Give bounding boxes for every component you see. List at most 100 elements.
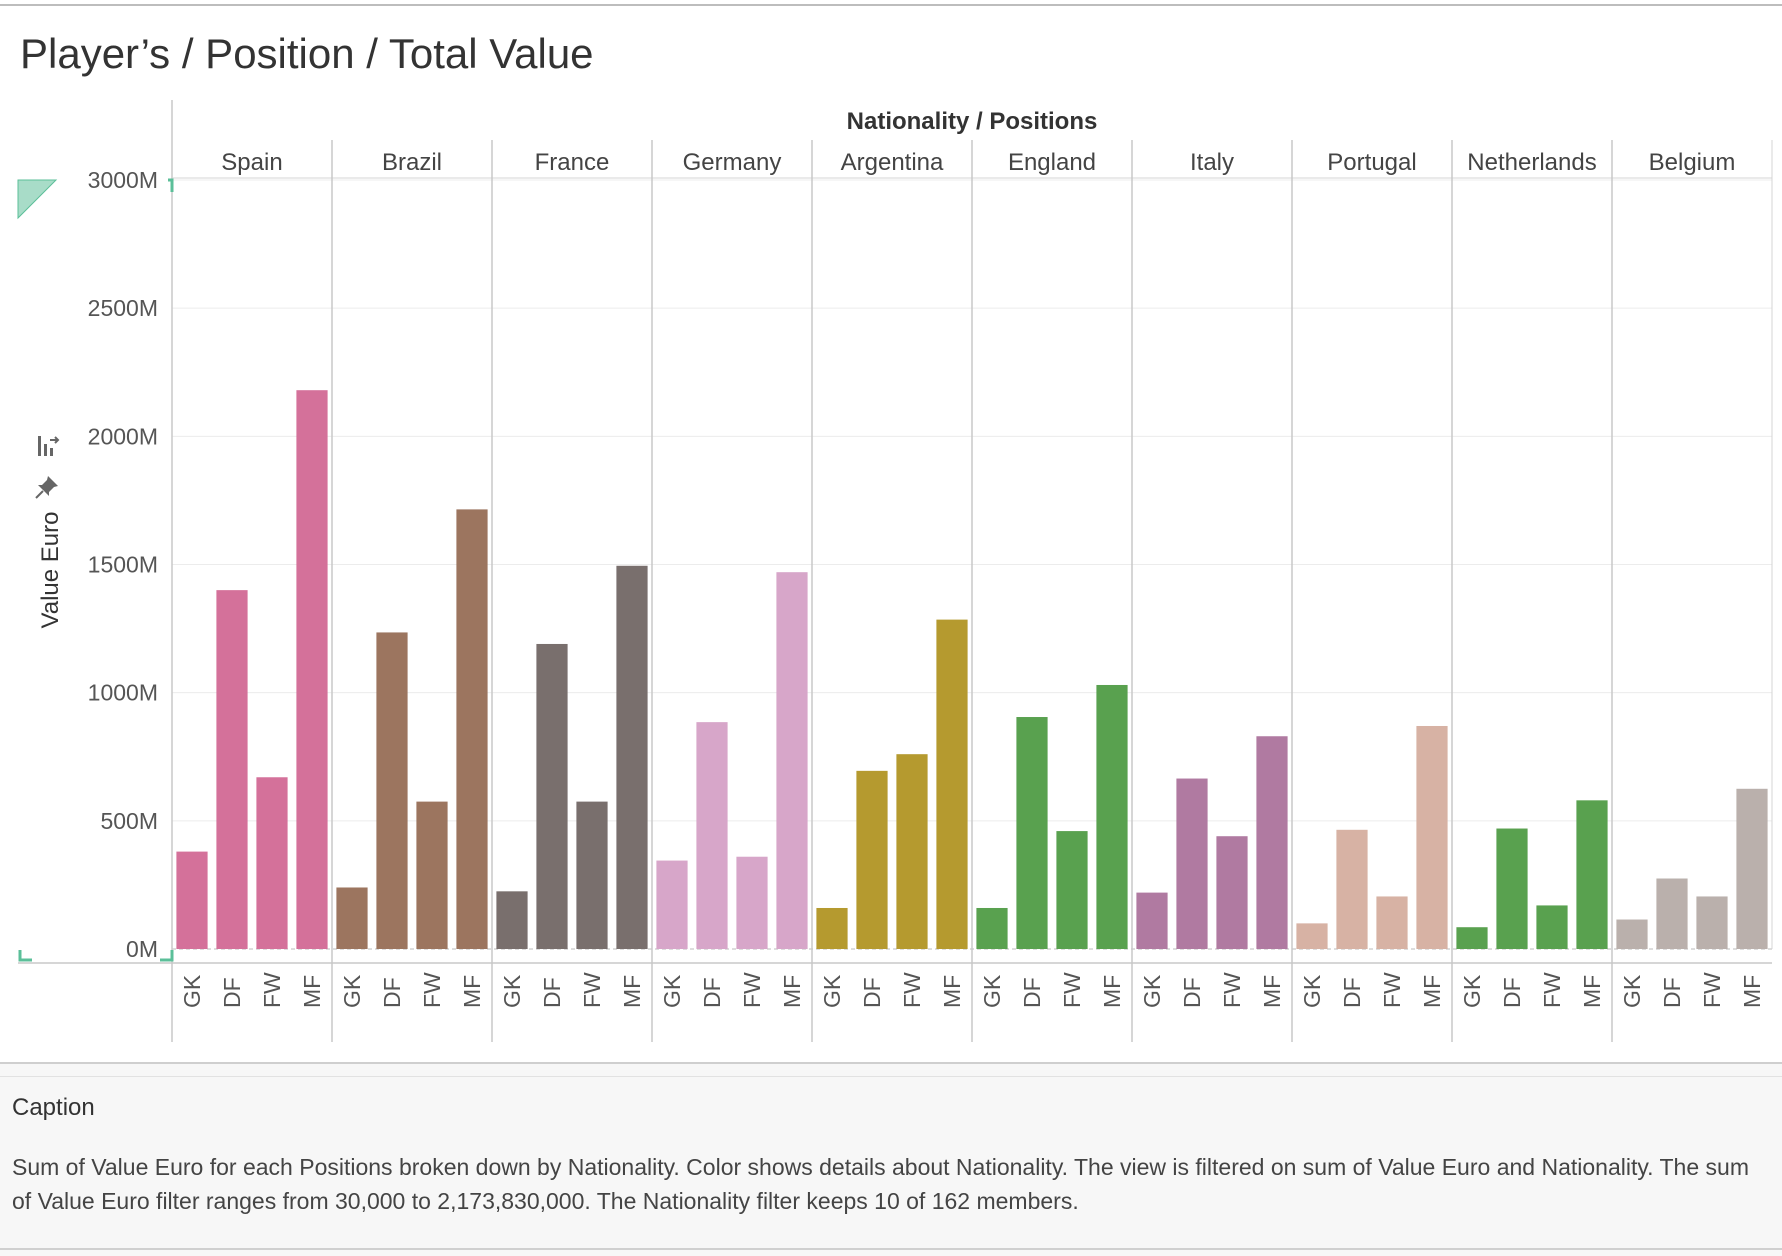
bar xyxy=(736,856,768,949)
nationality-header: France xyxy=(535,149,610,176)
y-tick-label: 1000M xyxy=(88,680,158,706)
x-tick-label: GK xyxy=(819,974,845,1008)
bar xyxy=(1736,788,1768,949)
bar xyxy=(1336,829,1368,949)
caption-divider xyxy=(0,1076,1782,1077)
x-tick-label: DF xyxy=(1659,977,1685,1008)
x-tick-label: FW xyxy=(579,972,605,1008)
nationality-header: Netherlands xyxy=(1467,149,1596,176)
nationality-header: Germany xyxy=(683,149,782,176)
bottom-border xyxy=(0,1248,1782,1250)
bar xyxy=(816,907,848,949)
page-title: Player’s / Position / Total Value xyxy=(20,30,594,77)
bar xyxy=(1296,923,1328,949)
bar xyxy=(1536,905,1568,949)
bar xyxy=(1696,896,1728,949)
nationality-header: Italy xyxy=(1190,149,1234,176)
x-tick-label: DF xyxy=(1499,977,1525,1008)
nationality-header: Portugal xyxy=(1327,149,1416,176)
bar xyxy=(1456,927,1488,949)
caption-panel: Caption Sum of Value Euro for each Posit… xyxy=(0,1062,1782,1256)
x-tick-label: MF xyxy=(1419,975,1445,1008)
bar xyxy=(1656,878,1688,949)
bar xyxy=(1576,800,1608,949)
bar xyxy=(616,565,648,949)
x-tick-label: FW xyxy=(1539,972,1565,1008)
bar xyxy=(696,722,728,949)
panel-dividers xyxy=(171,100,1773,1042)
y-tick-labels: 0M 500M 1000M 1500M 2000M 2500M 3000M xyxy=(88,167,158,962)
nationality-header: England xyxy=(1008,149,1096,176)
nationality-header: Brazil xyxy=(382,149,442,176)
x-tick-label: MF xyxy=(1099,975,1125,1008)
bar xyxy=(1416,725,1448,949)
selection-corner-marker xyxy=(17,178,174,962)
y-tick-label: 500M xyxy=(100,808,158,834)
bar xyxy=(536,643,568,949)
x-tick-label: DF xyxy=(859,977,885,1008)
bar xyxy=(496,891,528,949)
nationality-header: Argentina xyxy=(841,149,944,176)
top-border xyxy=(0,4,1782,6)
x-tick-label: FW xyxy=(1699,972,1725,1008)
x-tick-label: DF xyxy=(379,977,405,1008)
x-tick-label: GK xyxy=(1139,974,1165,1008)
bar-chart[interactable]: 0M 500M 1000M 1500M 2000M 2500M 3000M GK DF FW MF… xyxy=(0,0,1782,1062)
bars xyxy=(176,390,1768,949)
pin-icon[interactable] xyxy=(35,476,58,499)
bar xyxy=(1496,828,1528,949)
x-tick-label: GK xyxy=(179,974,205,1008)
bar xyxy=(1256,736,1288,949)
bar xyxy=(256,777,288,949)
x-tick-label: DF xyxy=(1339,977,1365,1008)
bar xyxy=(1016,717,1048,949)
x-tick-label: FW xyxy=(1219,972,1245,1008)
bar xyxy=(576,801,608,949)
x-tick-label: DF xyxy=(699,977,725,1008)
bar xyxy=(1176,778,1208,949)
x-tick-label: MF xyxy=(1579,975,1605,1008)
x-tick-label: MF xyxy=(1259,975,1285,1008)
bar xyxy=(1096,684,1128,949)
x-tick-label: MF xyxy=(619,975,645,1008)
x-tick-label: FW xyxy=(739,972,765,1008)
bar xyxy=(776,572,808,949)
nationality-header: Spain xyxy=(221,149,282,176)
bar xyxy=(1136,892,1168,949)
y-axis-label: Value Euro xyxy=(37,512,64,629)
x-tick-label: FW xyxy=(1059,972,1085,1008)
y-tick-label: 0M xyxy=(126,936,158,962)
x-tick-label: GK xyxy=(659,974,685,1008)
bar xyxy=(456,509,488,949)
bar xyxy=(216,590,248,949)
y-tick-label: 1500M xyxy=(88,552,158,578)
caption-text: Sum of Value Euro for each Positions bro… xyxy=(12,1154,1749,1214)
x-tick-label: GK xyxy=(499,974,525,1008)
x-tick-label: FW xyxy=(259,972,285,1008)
x-tick-label: MF xyxy=(939,975,965,1008)
x-tick-labels: GK DF FW MF GK DF FW MF GK DF FW MF GK DF FW MF GK DF FW MF… xyxy=(179,972,1765,1008)
x-tick-label: MF xyxy=(459,975,485,1008)
x-tick-label: DF xyxy=(219,977,245,1008)
x-tick-label: DF xyxy=(539,977,565,1008)
x-tick-label: MF xyxy=(779,975,805,1008)
x-tick-label: GK xyxy=(1619,974,1645,1008)
bar xyxy=(176,851,208,949)
sort-icon[interactable] xyxy=(38,436,60,456)
bar xyxy=(376,632,408,949)
bar xyxy=(296,390,328,949)
bar xyxy=(656,860,688,949)
bar xyxy=(1056,831,1088,949)
bar xyxy=(936,619,968,949)
x-tick-label: DF xyxy=(1179,977,1205,1008)
x-tick-label: FW xyxy=(1379,972,1405,1008)
x-tick-label: GK xyxy=(1299,974,1325,1008)
bar xyxy=(1616,919,1648,949)
y-tick-label: 2000M xyxy=(88,423,158,449)
column-header: Nationality / Positions xyxy=(847,108,1098,135)
x-tick-label: MF xyxy=(1739,975,1765,1008)
x-tick-label: GK xyxy=(339,974,365,1008)
x-tick-label: MF xyxy=(299,975,325,1008)
x-tick-label: FW xyxy=(419,972,445,1008)
x-tick-label: DF xyxy=(1019,977,1045,1008)
